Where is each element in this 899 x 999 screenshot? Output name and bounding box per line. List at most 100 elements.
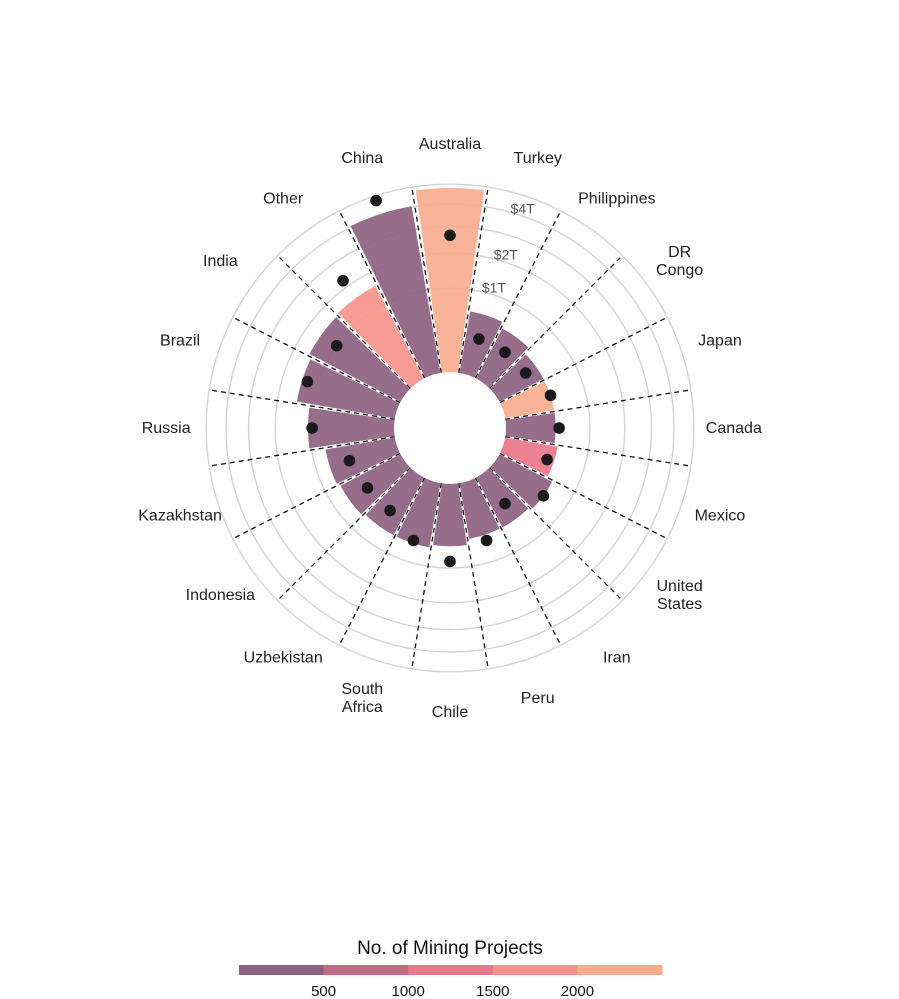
legend-swatch bbox=[323, 965, 409, 975]
legend-swatch bbox=[408, 965, 494, 975]
spoke-line bbox=[411, 483, 442, 669]
bar-philippines bbox=[476, 328, 529, 388]
point-chile bbox=[444, 555, 456, 568]
country-label-uzbekistan: Uzbekistan bbox=[244, 650, 323, 667]
bar-dr-congo bbox=[490, 354, 544, 402]
legend-title: No. of Mining Projects bbox=[357, 938, 543, 959]
legend-tick-label: 2000 bbox=[561, 983, 594, 999]
point-peru bbox=[480, 534, 493, 547]
point-mexico bbox=[541, 453, 553, 466]
bar-other bbox=[338, 285, 424, 388]
bar-turkey bbox=[459, 311, 503, 378]
spoke-line bbox=[338, 210, 426, 379]
legend-tick-label: 1500 bbox=[476, 983, 509, 999]
country-label-peru: Peru bbox=[521, 690, 555, 707]
bar-russia bbox=[307, 407, 395, 449]
country-label-chile: Chile bbox=[432, 704, 469, 721]
spoke-line bbox=[458, 187, 489, 373]
spoke-line bbox=[232, 316, 401, 404]
bar-peru bbox=[459, 478, 500, 539]
legend-swatches bbox=[239, 965, 663, 975]
bar-india bbox=[309, 317, 410, 402]
country-label-japan: Japan bbox=[698, 332, 742, 349]
country-label-russia: Russia bbox=[142, 420, 191, 437]
legend-ticks: 500 1000 1500 2000 bbox=[311, 983, 594, 999]
point-japan bbox=[544, 389, 557, 402]
spoke-line bbox=[458, 483, 489, 669]
spoke-line bbox=[505, 436, 691, 467]
bar-mexico bbox=[500, 437, 558, 477]
country-label-united-states: United States bbox=[656, 578, 702, 613]
point-russia bbox=[306, 422, 318, 434]
bar-canada bbox=[505, 412, 556, 444]
radial-tick-label: $1T bbox=[482, 279, 507, 295]
spoke-line bbox=[489, 467, 623, 601]
legend: No. of Mining Projects 500 1000 1500 2000 bbox=[239, 938, 663, 999]
country-label-kazakhstan: Kazakhstan bbox=[138, 508, 222, 525]
spoke-line bbox=[474, 477, 562, 646]
spoke-line bbox=[489, 255, 623, 389]
legend-tick-label: 1000 bbox=[392, 983, 425, 999]
radial-tick-labels: $1T $2T $4T bbox=[482, 201, 535, 296]
spoke-line bbox=[505, 389, 691, 420]
point-turkey bbox=[473, 333, 485, 345]
grid-circle bbox=[205, 183, 695, 673]
country-label-indonesia: Indonesia bbox=[186, 587, 255, 604]
point-united-states bbox=[537, 490, 550, 502]
country-label-mexico: Mexico bbox=[695, 508, 746, 525]
legend-swatch bbox=[239, 965, 325, 975]
spoke-line bbox=[209, 389, 395, 420]
country-label-china: China bbox=[341, 150, 383, 167]
bar-iran bbox=[476, 468, 529, 528]
country-label-india: India bbox=[203, 253, 238, 270]
radial-tick-label: $2T bbox=[494, 247, 519, 263]
country-label-south-africa: South Africa bbox=[341, 681, 383, 716]
country-label-dr-congo: DR Congo bbox=[656, 244, 703, 279]
spoke-line bbox=[277, 255, 411, 389]
point-south-africa bbox=[407, 534, 420, 547]
point-other bbox=[337, 274, 349, 287]
bar-indonesia bbox=[340, 454, 410, 515]
spoke-lines bbox=[209, 187, 691, 669]
spoke-line bbox=[209, 436, 395, 467]
legend-swatch bbox=[577, 965, 663, 975]
spoke-line bbox=[474, 210, 562, 379]
bar-china bbox=[350, 206, 441, 378]
point-china bbox=[370, 194, 382, 207]
point-canada bbox=[553, 422, 565, 434]
point-brazil bbox=[301, 375, 314, 388]
bars bbox=[296, 187, 558, 548]
bar-chile bbox=[433, 483, 467, 547]
point-australia bbox=[444, 229, 456, 242]
country-label-canada: Canada bbox=[706, 420, 762, 437]
bar-south-africa bbox=[396, 478, 441, 548]
legend-swatch bbox=[492, 965, 578, 975]
spoke-line bbox=[499, 452, 668, 540]
bar-united-states bbox=[490, 454, 553, 509]
country-label-brazil: Brazil bbox=[160, 332, 200, 349]
legend-tick-label: 500 bbox=[311, 983, 336, 999]
point-philippines bbox=[499, 346, 511, 359]
bar-australia bbox=[415, 187, 485, 373]
spoke-line bbox=[411, 187, 442, 373]
country-labels: Australia Turkey Philippines DR Congo Japan Ca… bbox=[138, 136, 762, 721]
bar-japan bbox=[500, 381, 555, 419]
bar-uzbekistan bbox=[365, 468, 424, 536]
country-label-philippines: Philippines bbox=[578, 190, 655, 207]
spoke-line bbox=[277, 467, 411, 601]
points bbox=[301, 194, 565, 568]
country-label-turkey: Turkey bbox=[514, 150, 562, 167]
radial-tick-label: $4T bbox=[511, 201, 536, 217]
spoke-line bbox=[499, 316, 668, 404]
point-kazakhstan bbox=[343, 454, 356, 467]
spoke-line bbox=[232, 452, 401, 540]
point-dr-congo bbox=[519, 367, 532, 379]
country-label-iran: Iran bbox=[603, 650, 631, 667]
spoke-line bbox=[338, 477, 426, 646]
bar-kazakhstan bbox=[325, 437, 400, 484]
point-uzbekistan bbox=[384, 504, 396, 517]
country-label-other: Other bbox=[263, 190, 304, 207]
point-india bbox=[330, 339, 343, 352]
point-iran bbox=[499, 497, 511, 510]
